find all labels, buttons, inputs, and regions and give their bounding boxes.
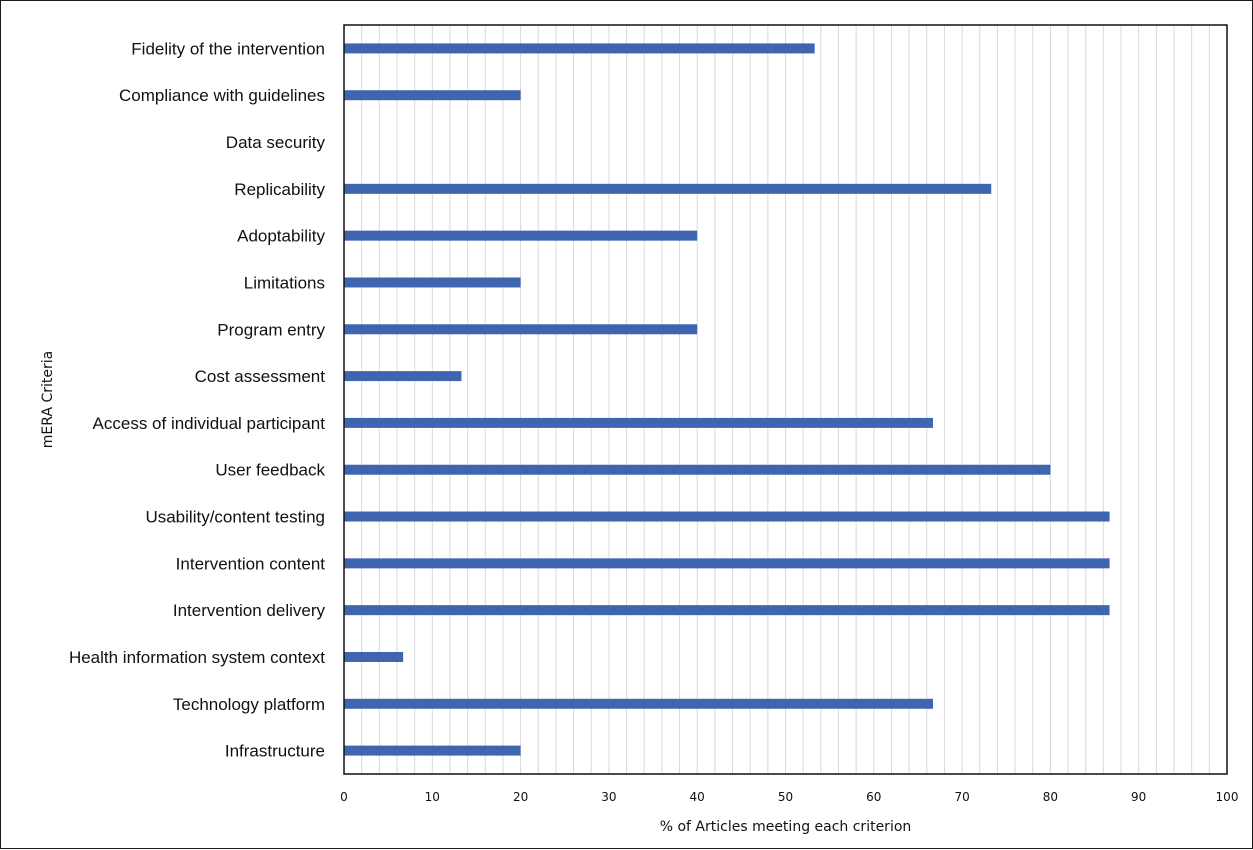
- bar: [344, 651, 404, 662]
- x-tick-label: 10: [425, 790, 440, 804]
- category-label: Program entry: [217, 320, 325, 339]
- x-tick-label: 90: [1131, 790, 1146, 804]
- x-tick-label: 0: [340, 790, 348, 804]
- category-label: Adoptability: [237, 227, 325, 246]
- category-label: Limitations: [244, 273, 325, 292]
- bar: [344, 90, 521, 101]
- category-labels: Fidelity of the intervention Compliance w…: [69, 39, 326, 760]
- x-tick-label: 30: [601, 790, 616, 804]
- bar: [344, 511, 1110, 522]
- bar: [344, 230, 698, 241]
- category-label: User feedback: [215, 461, 325, 480]
- plot-area-border: [343, 24, 1228, 775]
- category-label: Usability/content testing: [145, 508, 325, 527]
- x-tick-label: 60: [866, 790, 881, 804]
- x-tick-labels: 0 10 20 30 40 50 60 70 80 90 100: [340, 790, 1238, 804]
- bar: [344, 558, 1110, 569]
- x-tick-label: 50: [778, 790, 793, 804]
- category-label: Fidelity of the intervention: [131, 39, 325, 58]
- bar: [344, 698, 933, 709]
- bar: [344, 183, 992, 194]
- bar: [344, 324, 698, 335]
- gridlines: [361, 25, 1210, 774]
- bar: [344, 277, 521, 288]
- x-tick-label: 70: [954, 790, 969, 804]
- bar: [344, 371, 462, 382]
- category-label: Intervention delivery: [173, 601, 326, 620]
- x-tick-label: 100: [1216, 790, 1239, 804]
- x-axis-title: % of Articles meeting each criterion: [660, 819, 912, 835]
- x-tick-label: 40: [690, 790, 705, 804]
- bar: [344, 417, 933, 428]
- category-label: Compliance with guidelines: [119, 86, 325, 105]
- bar: [344, 745, 521, 756]
- bar: [344, 605, 1110, 616]
- x-tick-label: 80: [1043, 790, 1058, 804]
- category-label: Data security: [226, 133, 326, 152]
- x-tick-label: 20: [513, 790, 528, 804]
- bars: [344, 43, 1110, 756]
- y-axis-title: mERA Criteria: [40, 351, 56, 448]
- category-label: Technology platform: [173, 695, 325, 714]
- category-label: Access of individual participant: [93, 414, 326, 433]
- category-label: Infrastructure: [225, 742, 325, 761]
- category-label: Health information system context: [69, 648, 325, 667]
- bar: [344, 43, 815, 54]
- bar: [344, 464, 1051, 475]
- category-label: Intervention content: [176, 554, 326, 573]
- category-label: Cost assessment: [195, 367, 326, 386]
- category-label: Replicability: [234, 180, 325, 199]
